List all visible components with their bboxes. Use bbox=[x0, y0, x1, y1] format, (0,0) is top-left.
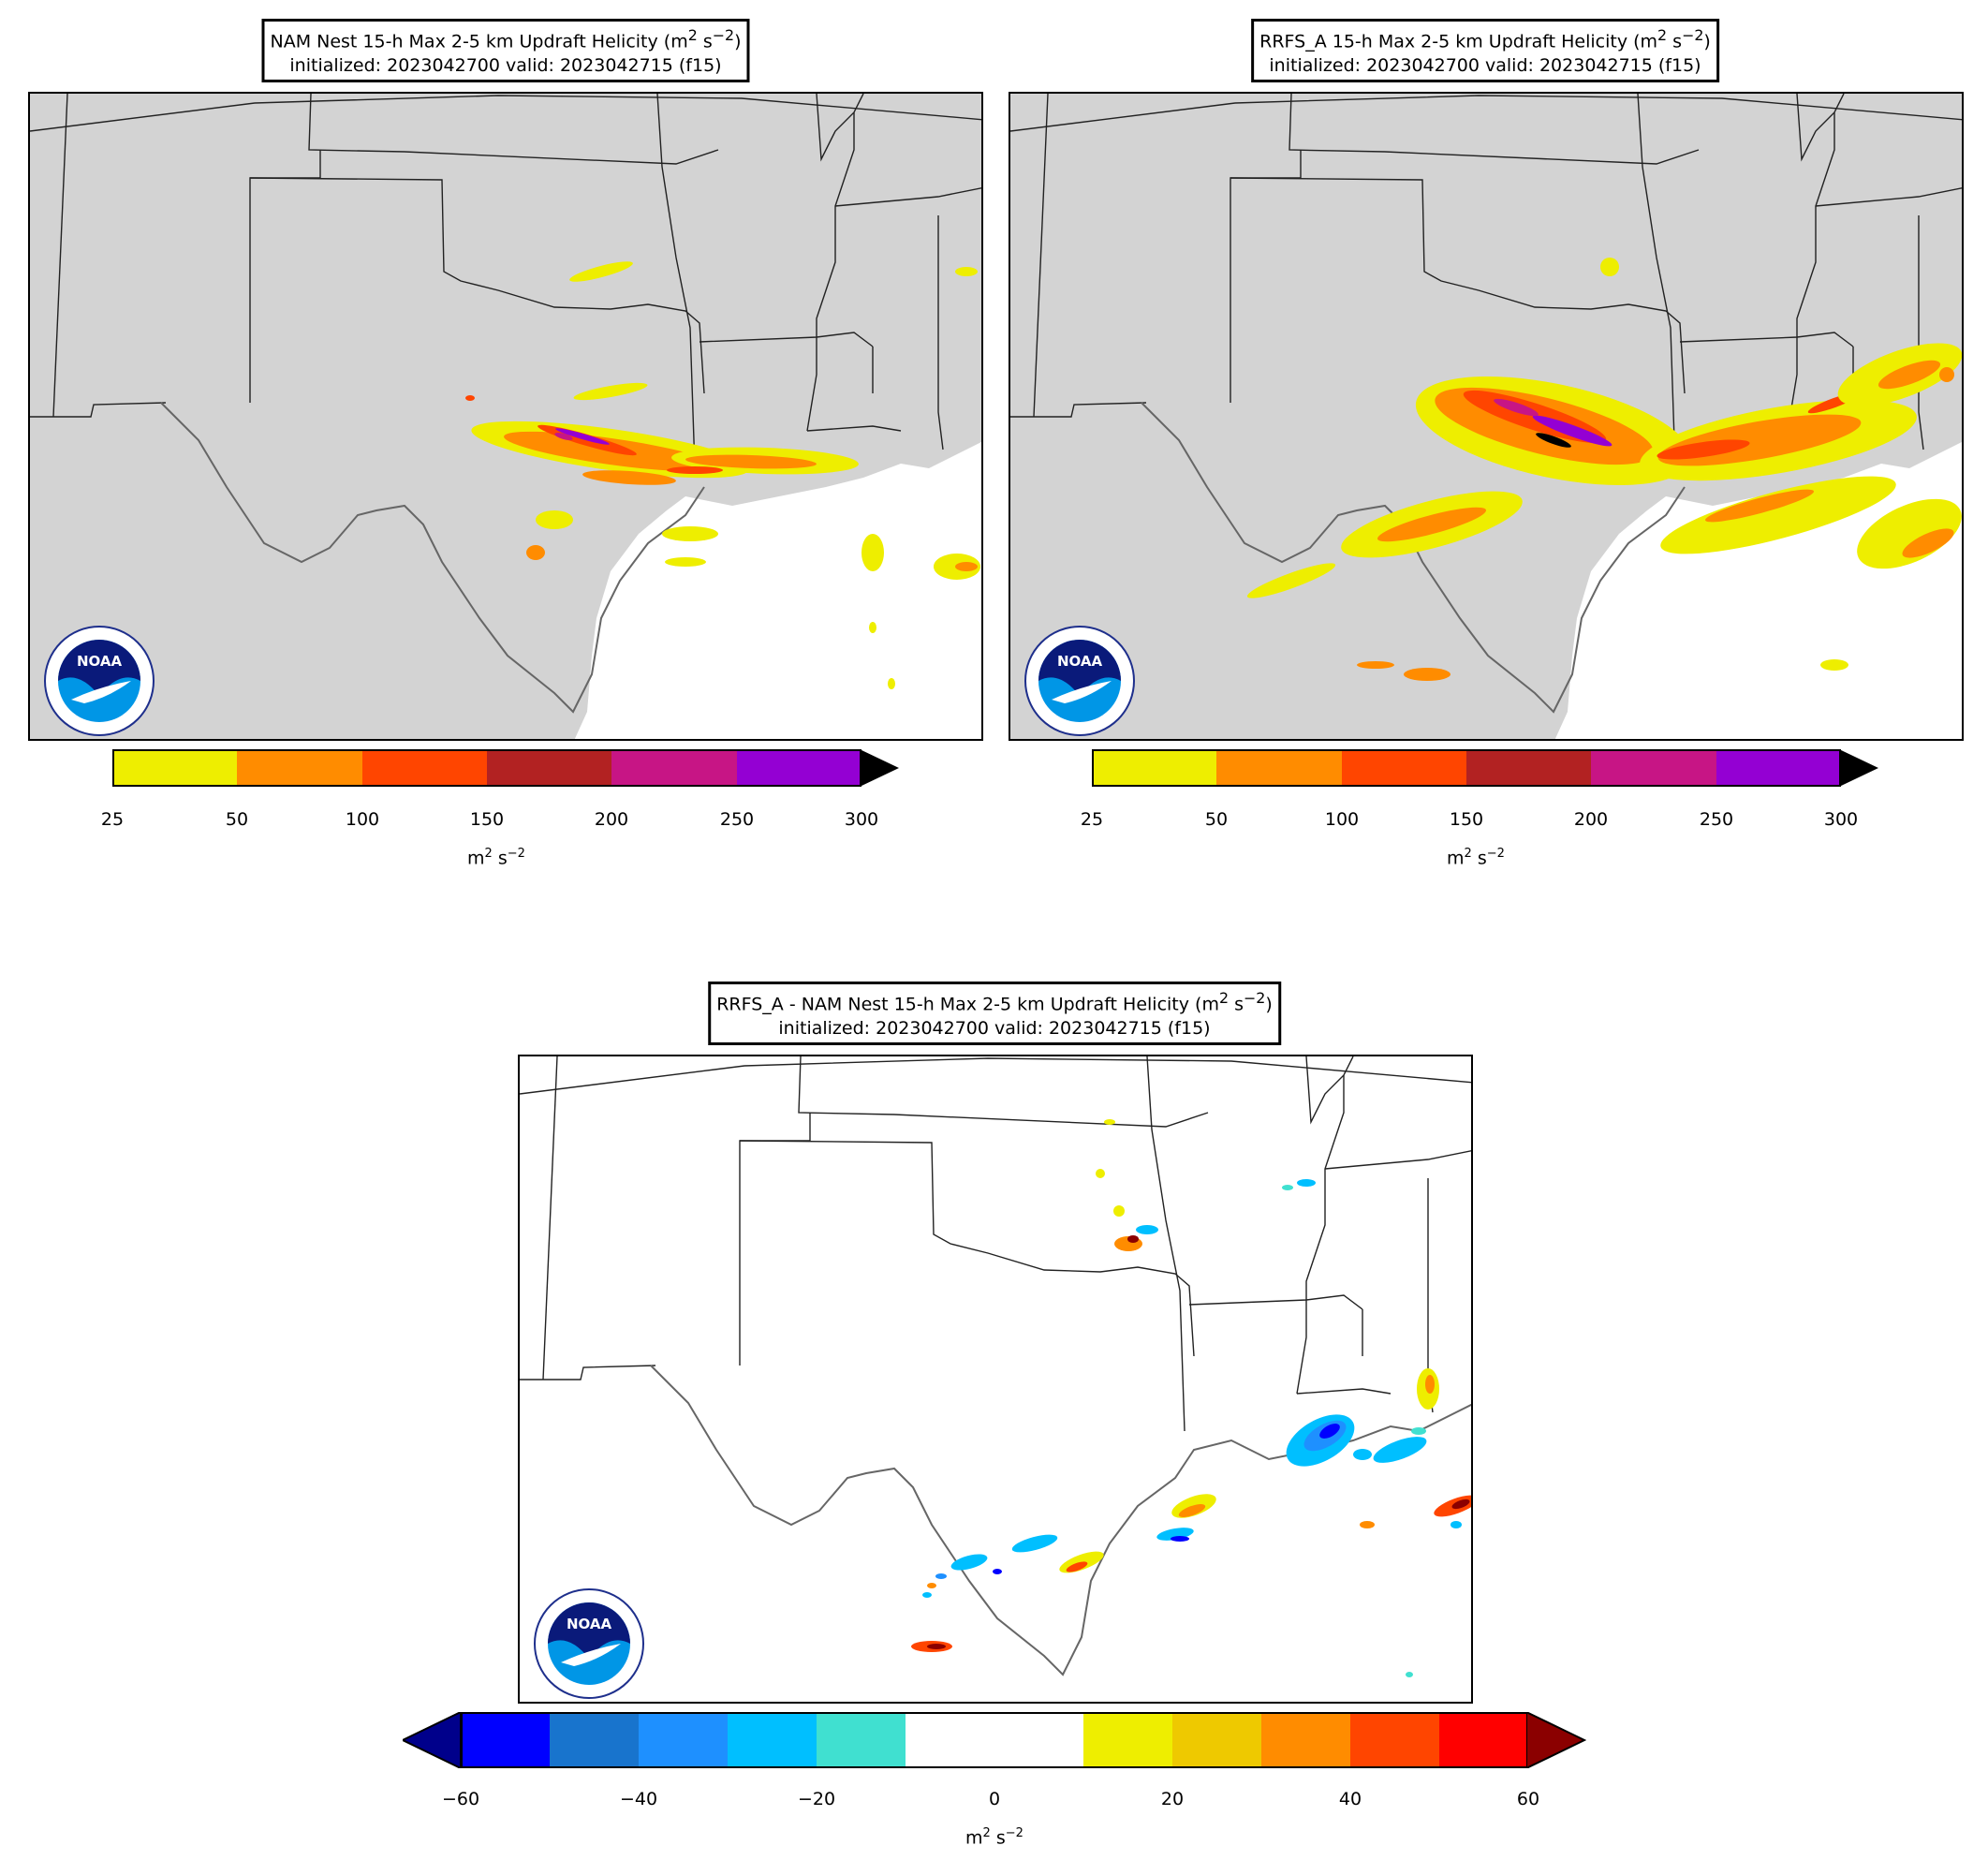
noaa-logo-icon: NOAA bbox=[44, 626, 155, 736]
title-line1: RRFS_A 15-h Max 2-5 km Updraft Helicity … bbox=[1259, 31, 1658, 52]
tick-label: 100 bbox=[345, 809, 380, 830]
map-nam-svg bbox=[30, 94, 981, 739]
panel-title-nam: NAM Nest 15-h Max 2-5 km Updraft Helicit… bbox=[261, 19, 750, 83]
title-sup: 2 bbox=[1218, 989, 1230, 1007]
tick-label: 200 bbox=[594, 809, 629, 830]
colorbar-units: m2 s−2 bbox=[467, 847, 525, 869]
state-borders bbox=[1010, 94, 1962, 469]
tick-label: −40 bbox=[619, 1789, 658, 1809]
title-line2: initialized: 2023042700 valid: 202304271… bbox=[1269, 55, 1701, 77]
noaa-logo-text: NOAA bbox=[567, 1616, 612, 1632]
tick-label: 50 bbox=[225, 809, 249, 830]
noaa-logo-text: NOAA bbox=[1057, 653, 1103, 670]
colorbar-extend-icon bbox=[860, 749, 899, 787]
colorbar-extend-icon bbox=[1839, 749, 1878, 787]
tick-label: 25 bbox=[100, 809, 125, 830]
title-mid: s bbox=[1229, 994, 1244, 1015]
texas-rio-grande-coast bbox=[1141, 402, 1686, 714]
title-sup: −2 bbox=[1244, 989, 1266, 1007]
tick-label: 25 bbox=[1080, 809, 1104, 830]
map-rrfs-svg bbox=[1010, 94, 1962, 739]
title-line2: initialized: 2023042700 valid: 202304271… bbox=[289, 55, 722, 77]
title-sup: −2 bbox=[1682, 26, 1704, 44]
tick-label: 100 bbox=[1324, 809, 1360, 830]
noaa-logo-icon: NOAA bbox=[1024, 626, 1135, 736]
map-diff: NOAA bbox=[518, 1055, 1473, 1704]
state-borders bbox=[520, 1056, 1471, 1432]
texas-rio-grande-coast bbox=[160, 402, 705, 714]
tick-label: 60 bbox=[1516, 1789, 1540, 1809]
tick-label: 150 bbox=[1449, 809, 1484, 830]
title-line1: NAM Nest 15-h Max 2-5 km Updraft Helicit… bbox=[270, 31, 688, 52]
title-end: ) bbox=[1703, 31, 1711, 52]
noaa-logo-icon: NOAA bbox=[534, 1588, 644, 1699]
tick-label: 150 bbox=[469, 809, 505, 830]
panel-title-rrfs: RRFS_A 15-h Max 2-5 km Updraft Helicity … bbox=[1251, 19, 1719, 83]
title-line1: RRFS_A - NAM Nest 15-h Max 2-5 km Updraf… bbox=[716, 994, 1219, 1015]
map-diff-svg bbox=[520, 1056, 1471, 1702]
title-sup: −2 bbox=[712, 26, 735, 44]
tick-label: 250 bbox=[719, 809, 755, 830]
uh-diff-field bbox=[911, 1119, 1471, 1677]
tick-label: 40 bbox=[1338, 1789, 1362, 1809]
colorbar-extend-low-icon bbox=[403, 1712, 462, 1768]
colorbar-rrfs bbox=[1092, 749, 1841, 787]
title-mid: s bbox=[1667, 31, 1683, 52]
panel-title-diff: RRFS_A - NAM Nest 15-h Max 2-5 km Updraf… bbox=[708, 982, 1281, 1046]
uh-field-nam bbox=[465, 261, 980, 689]
tick-label: 20 bbox=[1160, 1789, 1185, 1809]
colorbar-diff bbox=[461, 1712, 1528, 1768]
uh-field-rrfs bbox=[1246, 258, 1962, 681]
colorbar-units: m2 s−2 bbox=[965, 1826, 1023, 1849]
title-sup: 2 bbox=[1657, 26, 1668, 44]
tick-label: 300 bbox=[844, 809, 879, 830]
title-sup: 2 bbox=[687, 26, 698, 44]
state-borders bbox=[30, 94, 981, 469]
colorbar-extend-high-icon bbox=[1526, 1712, 1586, 1768]
land-fill bbox=[30, 94, 981, 739]
tick-label: 0 bbox=[988, 1789, 1001, 1809]
noaa-logo-text: NOAA bbox=[77, 653, 123, 670]
map-nam: NOAA bbox=[28, 92, 983, 741]
colorbar-units: m2 s−2 bbox=[1447, 847, 1505, 869]
tick-label: 300 bbox=[1823, 809, 1859, 830]
tick-label: 200 bbox=[1573, 809, 1609, 830]
tick-label: 250 bbox=[1699, 809, 1734, 830]
title-end: ) bbox=[734, 31, 742, 52]
map-rrfs: NOAA bbox=[1009, 92, 1964, 741]
tick-label: −60 bbox=[441, 1789, 480, 1809]
title-line2: initialized: 2023042700 valid: 202304271… bbox=[778, 1018, 1211, 1040]
title-end: ) bbox=[1265, 994, 1273, 1015]
tick-label: 50 bbox=[1204, 809, 1229, 830]
title-mid: s bbox=[697, 31, 713, 52]
tick-label: −20 bbox=[797, 1789, 836, 1809]
colorbar-nam bbox=[112, 749, 861, 787]
